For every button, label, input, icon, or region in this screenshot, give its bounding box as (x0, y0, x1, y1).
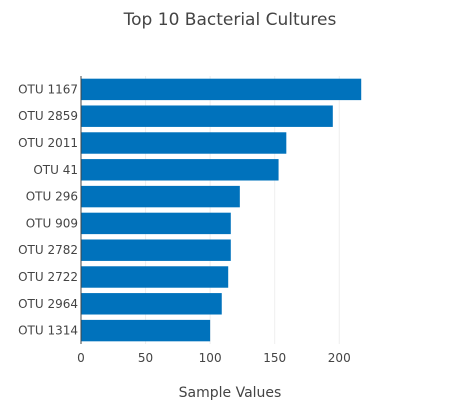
bar[interactable] (81, 239, 231, 261)
bar[interactable] (81, 293, 222, 315)
x-axis-title: Sample Values (179, 385, 282, 401)
bar[interactable] (81, 132, 287, 154)
y-tick-label: OTU 909 (26, 216, 78, 230)
bar[interactable] (81, 319, 211, 342)
x-axis-ticks: 0 50 100 150 200 (77, 351, 351, 365)
chart-title: Top 10 Bacterial Cultures (123, 10, 337, 30)
bars (81, 78, 362, 342)
x-tick-label: 150 (263, 351, 286, 365)
x-tick-label: 200 (328, 351, 351, 365)
x-tick-label: 100 (199, 351, 222, 365)
bar[interactable] (81, 185, 240, 208)
bar[interactable] (81, 105, 333, 127)
y-tick-label: OTU 41 (33, 163, 78, 177)
x-tick-label: 0 (77, 351, 85, 365)
y-tick-label: OTU 2722 (18, 270, 78, 284)
y-tick-label: OTU 2964 (18, 297, 78, 311)
bar[interactable] (81, 212, 231, 235)
y-axis-ticks: OTU 1167 OTU 2859 OTU 2011 OTU 41 OTU 296 OTU… (18, 82, 78, 337)
bar[interactable] (81, 78, 362, 101)
y-tick-label: OTU 296 (26, 190, 78, 204)
bar[interactable] (81, 159, 279, 181)
y-tick-label: OTU 2011 (18, 136, 78, 150)
y-tick-label: OTU 2859 (18, 109, 78, 123)
x-tick-label: 50 (138, 351, 153, 365)
bar[interactable] (81, 266, 229, 288)
y-tick-label: OTU 1314 (18, 324, 78, 338)
y-tick-label: OTU 1167 (18, 82, 78, 96)
y-tick-label: OTU 2782 (18, 243, 78, 257)
